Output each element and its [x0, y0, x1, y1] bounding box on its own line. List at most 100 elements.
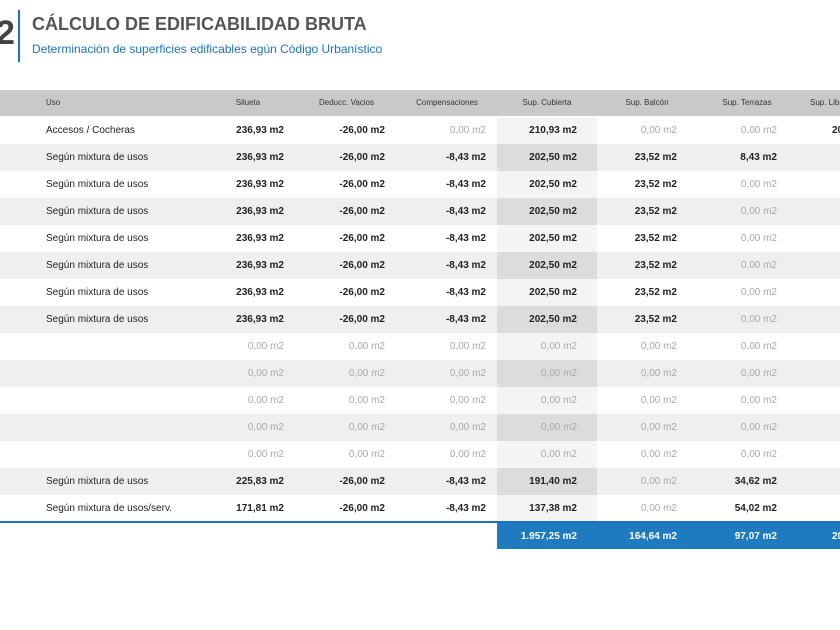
cell-value: 137,38 m2 — [529, 503, 577, 514]
cell-value: 23,52 m2 — [634, 260, 677, 271]
row-label: Según mixtura de usos — [46, 314, 149, 325]
cell-value: -26,00 m2 — [339, 233, 385, 244]
column-shade — [497, 495, 597, 522]
cell-value: 0,00 m2 — [540, 449, 577, 460]
cell-value: 0,00 m2 — [640, 476, 677, 487]
row-bg — [0, 198, 840, 225]
column-header: Compensaciones — [416, 98, 478, 107]
cell-value: 236,93 m2 — [236, 260, 284, 271]
row-bg — [0, 441, 840, 468]
row-label: Según mixtura de usos — [46, 287, 149, 298]
header-bar — [0, 90, 840, 116]
cell-value: 202,50 m2 — [529, 152, 577, 163]
divider — [18, 10, 20, 62]
cell-value: 0,00 m2 — [247, 368, 284, 379]
cell-value: 0,00 m2 — [449, 341, 486, 352]
cell-value: -8,43 m2 — [445, 233, 486, 244]
cell-value: -26,00 m2 — [339, 314, 385, 325]
cell-value: 0,00 m2 — [640, 368, 677, 379]
cell-value: 0,00 m2 — [740, 341, 777, 352]
cell-value: 0,00 m2 — [348, 422, 385, 433]
column-shade — [497, 414, 597, 441]
cell-value: 0,00 m2 — [540, 395, 577, 406]
cell-value: -8,43 m2 — [445, 260, 486, 271]
column-shade — [497, 306, 597, 333]
cell-value: 23,52 m2 — [634, 179, 677, 190]
cell-value: 0,00 m2 — [740, 395, 777, 406]
column-shade — [497, 225, 597, 252]
column-header: Sup. Libr — [810, 98, 840, 107]
row-bg — [0, 387, 840, 414]
column-header: Deducc. Vacios — [319, 98, 374, 107]
cell-value: 210,93 m2 — [529, 125, 577, 136]
row-bg — [0, 306, 840, 333]
totals-bar — [497, 523, 840, 549]
cell-value: 202,50 m2 — [529, 287, 577, 298]
cell-value: -8,43 m2 — [445, 179, 486, 190]
cell-value: -26,00 m2 — [339, 287, 385, 298]
row-label: Según mixtura de usos — [46, 260, 149, 271]
cell-value: 0,00 m2 — [449, 368, 486, 379]
column-header: Sup. Cubierta — [522, 98, 572, 107]
cell-value: 236,93 m2 — [236, 206, 284, 217]
row-bg — [0, 360, 840, 387]
cell-value: 23,52 m2 — [634, 314, 677, 325]
cell-value: 0,00 m2 — [740, 314, 777, 325]
row-label: Accesos / Cocheras — [46, 125, 135, 136]
cell-value: -26,00 m2 — [339, 125, 385, 136]
column-shade — [497, 360, 597, 387]
column-shade — [497, 198, 597, 225]
cell-value: 23,52 m2 — [634, 206, 677, 217]
total-value: 1.957,25 m2 — [520, 531, 577, 542]
cell-value: 225,83 m2 — [236, 476, 284, 487]
row-bg — [0, 117, 840, 144]
cell-value: 0,00 m2 — [740, 233, 777, 244]
row-bg — [0, 414, 840, 441]
cell-value: 0,00 m2 — [740, 449, 777, 460]
row-label: Según mixtura de usos — [46, 476, 149, 487]
cell-value: 202,50 m2 — [529, 206, 577, 217]
subtitle: Determinación de superficies edificables… — [32, 42, 383, 56]
cell-value: 202,50 m2 — [529, 314, 577, 325]
column-shade — [497, 333, 597, 360]
cell-value: 202,50 m2 — [529, 260, 577, 271]
column-shade — [497, 279, 597, 306]
cell-value: 0,00 m2 — [449, 422, 486, 433]
cell-value: -26,00 m2 — [339, 260, 385, 271]
cell-value: 0,00 m2 — [348, 395, 385, 406]
column-shade — [497, 171, 597, 198]
cell-value: 34,62 m2 — [734, 476, 777, 487]
cell-value: -26,00 m2 — [339, 179, 385, 190]
cell-value: 0,00 m2 — [640, 422, 677, 433]
row-bg — [0, 468, 840, 495]
column-shade — [497, 441, 597, 468]
cell-value: 0,00 m2 — [740, 179, 777, 190]
cell-value: 236,93 m2 — [236, 314, 284, 325]
cell-value: 236,93 m2 — [236, 179, 284, 190]
cell-value: 0,00 m2 — [740, 260, 777, 271]
column-header: Sup. Balcón — [625, 98, 669, 107]
cell-value: -8,43 m2 — [445, 476, 486, 487]
row-bg — [0, 495, 840, 522]
total-value: 164,64 m2 — [629, 531, 677, 542]
cell-value: 0,00 m2 — [740, 422, 777, 433]
cell-value: 0,00 m2 — [640, 395, 677, 406]
cell-value: 236,93 m2 — [236, 233, 284, 244]
cell-value: 54,02 m2 — [734, 503, 777, 514]
column-shade — [497, 387, 597, 414]
cell-value: 236,93 m2 — [236, 152, 284, 163]
cell-value: 23,52 m2 — [634, 152, 677, 163]
cell-value: 0,00 m2 — [348, 368, 385, 379]
row-bg — [0, 279, 840, 306]
cell-value: -26,00 m2 — [339, 476, 385, 487]
cell-value: 0,00 m2 — [449, 395, 486, 406]
cell-value: 0,00 m2 — [640, 341, 677, 352]
cell-value: 0,00 m2 — [540, 368, 577, 379]
column-header: Uso — [46, 98, 61, 107]
cell-value: -8,43 m2 — [445, 287, 486, 298]
column-header: Silueta — [235, 98, 261, 107]
row-bg — [0, 252, 840, 279]
cell-value: 171,81 m2 — [236, 503, 284, 514]
cell-value: -8,43 m2 — [445, 152, 486, 163]
